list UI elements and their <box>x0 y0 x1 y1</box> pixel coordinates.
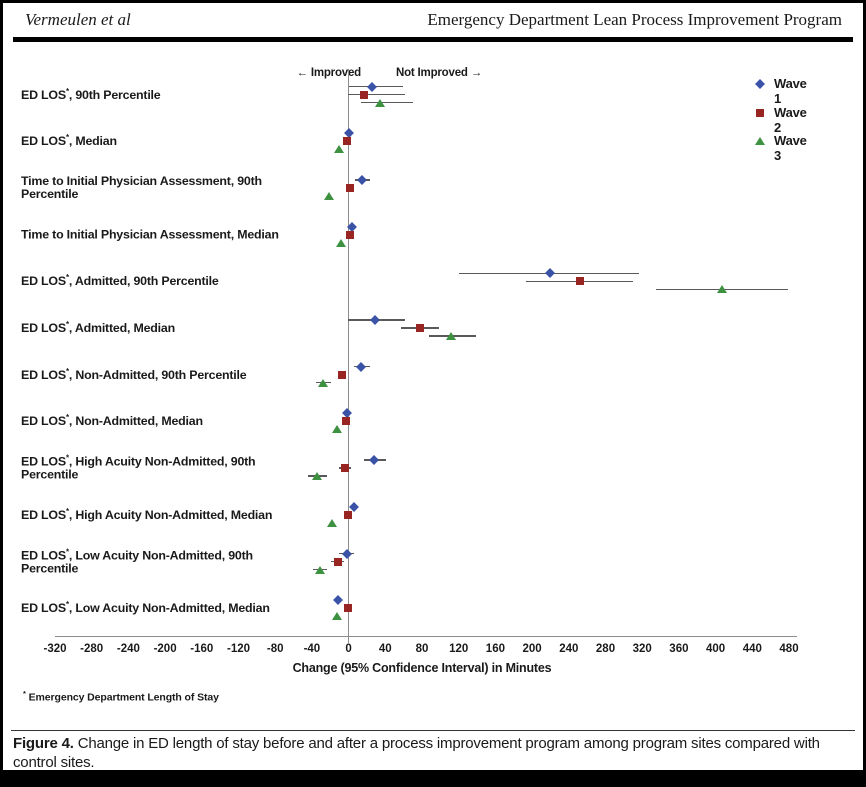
wave1-marker <box>355 361 366 372</box>
figure-caption: Figure 4. Change in ED length of stay be… <box>13 735 849 773</box>
not-improved-annotation: Not Improved → <box>396 67 483 79</box>
wave2-marker <box>575 277 584 286</box>
x-tick-label: 320 <box>632 643 652 655</box>
wave2-marker <box>341 417 350 426</box>
x-tick-label: 120 <box>449 643 469 655</box>
wave3-marker <box>336 238 347 247</box>
wave1-marker <box>545 268 556 279</box>
improved-annotation: ← Improved <box>296 67 362 79</box>
footnote-text: Emergency Department Length of Stay <box>28 691 219 704</box>
row-label: ED LOS*, Median <box>21 133 117 149</box>
wave1-marker <box>357 174 368 185</box>
wave3-marker <box>324 191 335 200</box>
x-tick-label: -40 <box>303 643 321 655</box>
legend-label: Wave 1 <box>774 76 807 106</box>
zero-baseline <box>347 69 350 643</box>
bottom-rule <box>3 770 863 784</box>
row-label: ED LOS*, 90th Percentile <box>21 86 161 102</box>
wave1-marker <box>369 455 380 466</box>
legend-label: Wave 3 <box>774 133 807 163</box>
confidence-interval-line <box>347 93 406 96</box>
legend-label: Wave 2 <box>774 104 807 135</box>
diamond-legend-icon <box>755 79 765 89</box>
wave2-marker <box>333 557 342 566</box>
wave3-marker <box>331 612 342 621</box>
x-tick-label: 200 <box>522 643 542 655</box>
wave3-marker <box>446 332 457 340</box>
x-tick-label: 480 <box>779 643 799 655</box>
x-tick-label: 240 <box>559 643 579 655</box>
row-label: ED LOS*, High Acuity Non-Admitted, 90th … <box>21 453 256 482</box>
wave3-marker <box>374 98 385 107</box>
x-tick-label: 360 <box>669 643 689 655</box>
x-tick-label: -280 <box>80 643 104 655</box>
wave2-marker <box>346 183 355 192</box>
running-head-author: Vermeulen et al <box>25 10 131 29</box>
figure-caption-label: Figure 4. <box>13 735 74 752</box>
wave3-marker <box>334 145 345 154</box>
wave2-marker <box>338 370 347 379</box>
figure-footnote: * Emergency Department Length of Stay <box>23 689 219 704</box>
figure-caption-text: Change in ED length of stay before and a… <box>13 735 820 771</box>
triangle-legend-icon <box>755 137 765 145</box>
wave2-marker <box>360 90 369 99</box>
wave1-marker <box>332 595 343 606</box>
row-label: ED LOS*, High Acuity Non-Admitted, Media… <box>21 506 273 522</box>
confidence-interval-line <box>360 101 413 104</box>
x-tick-label: 280 <box>595 643 616 655</box>
wave2-marker <box>346 230 355 239</box>
running-head-title: Emergency Department Lean Process Improv… <box>427 10 842 29</box>
wave1-marker <box>341 548 352 559</box>
wave3-marker <box>317 378 328 387</box>
row-label: ED LOS*, Low Acuity Non-Admitted, Median <box>21 600 270 616</box>
x-tick-label: 80 <box>415 643 429 655</box>
row-label: Time to Initial Physician Assessment, 90… <box>21 173 262 201</box>
wave3-marker <box>717 285 728 294</box>
x-tick-label: 440 <box>742 643 762 655</box>
x-tick-label: -320 <box>43 643 67 655</box>
wave3-marker <box>327 518 338 527</box>
x-tick-label: -80 <box>266 643 284 655</box>
forest-plot-figure: ← Improved Not Improved → Change (95% Co… <box>3 3 863 784</box>
footnote-asterisk: * <box>23 689 26 698</box>
row-label: ED LOS*, Non-Admitted, 90th Percentile <box>21 366 247 382</box>
wave3-marker <box>315 565 326 574</box>
x-axis-title: Change (95% Confidence Interval) in Minu… <box>292 661 552 675</box>
wave2-marker <box>340 464 349 473</box>
row-label: Time to Initial Physician Assessment, Me… <box>21 227 279 242</box>
x-tick-label: -160 <box>190 643 214 655</box>
row-label: ED LOS*, Low Acuity Non-Admitted, 90th P… <box>21 546 253 576</box>
wave2-marker <box>343 604 352 613</box>
x-tick-label: -240 <box>116 643 140 655</box>
wave2-marker <box>343 510 352 519</box>
x-tick-label: 0 <box>345 643 352 655</box>
x-axis-line <box>55 635 797 637</box>
wave2-marker <box>416 324 425 332</box>
x-tick-label: -120 <box>226 643 251 655</box>
row-label: ED LOS*, Admitted, 90th Percentile <box>21 273 219 289</box>
caption-rule <box>11 730 855 731</box>
wave3-marker <box>331 425 342 434</box>
wave3-marker <box>312 472 323 481</box>
x-tick-label: 40 <box>378 643 392 655</box>
row-label: ED LOS*, Non-Admitted, Median <box>21 413 203 429</box>
row-label: ED LOS*, Admitted, Median <box>21 319 175 336</box>
header-rule <box>13 37 853 42</box>
square-legend-icon <box>756 108 764 117</box>
x-tick-label: 160 <box>485 643 505 655</box>
wave2-marker <box>342 137 351 146</box>
x-tick-label: -200 <box>153 643 177 655</box>
x-tick-label: 400 <box>706 643 726 655</box>
wave1-marker <box>370 315 381 325</box>
